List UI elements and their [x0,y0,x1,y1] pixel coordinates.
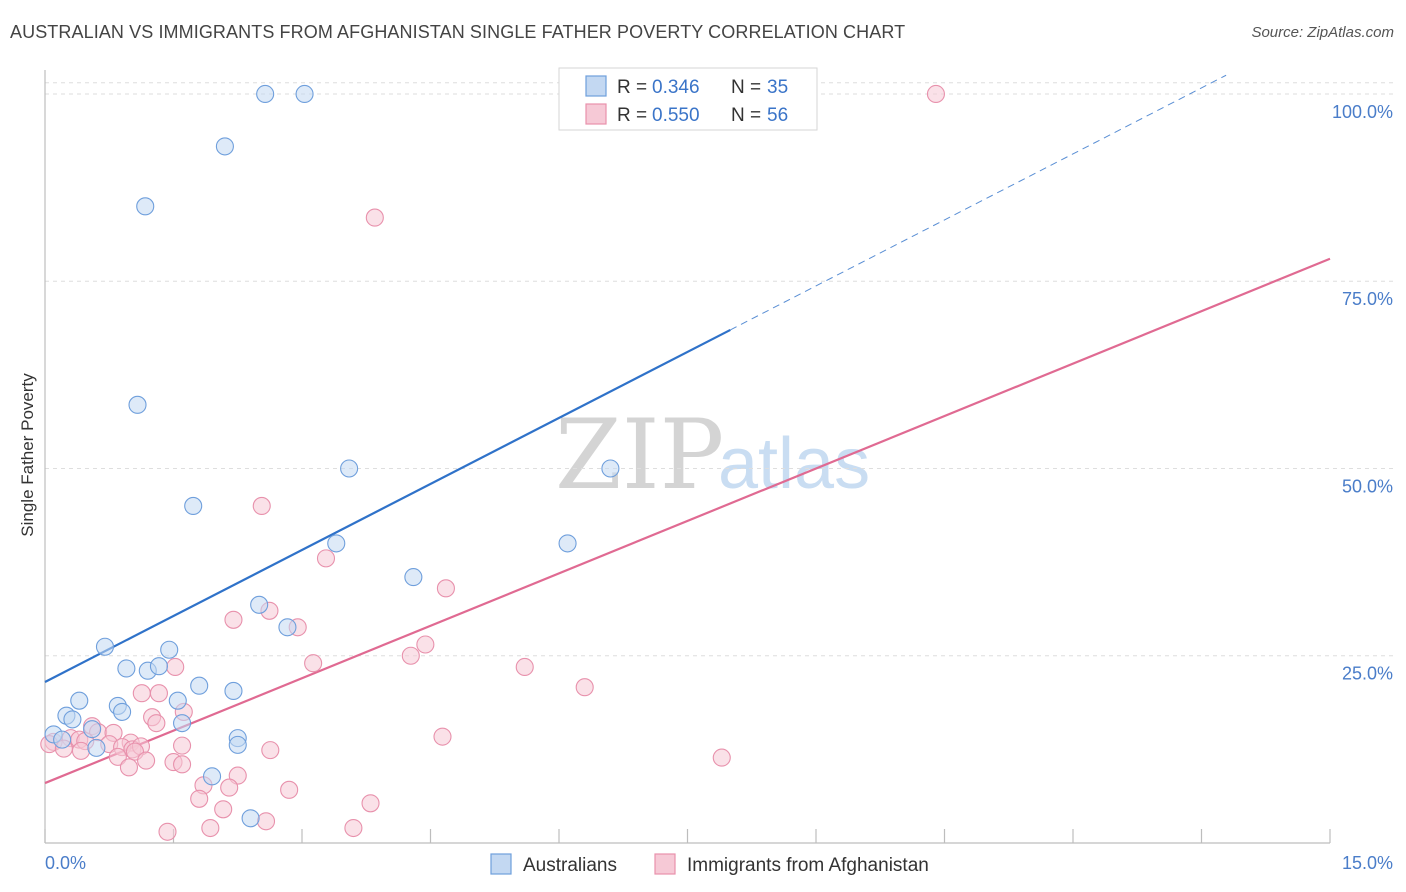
data-point-australians [203,767,222,786]
data-point-australians [136,197,155,216]
chart-title: AUSTRALIAN VS IMMIGRANTS FROM AFGHANISTA… [10,22,906,42]
data-point-afghanistan [344,818,363,838]
bottom-legend: Australians Immigrants from Afghanistan [490,853,929,876]
data-point-afghanistan [712,748,731,767]
legend-n-value: 35 [767,77,788,98]
data-point-afghanistan [252,496,271,515]
data-point-australians [404,568,423,587]
watermark-zip: ZIP [555,399,724,511]
data-point-afghanistan [214,800,233,819]
data-point-afghanistan [173,736,192,755]
data-point-australians [128,395,147,414]
data-point-australians [327,534,346,553]
data-point-australians [117,659,136,678]
data-point-australians [173,714,192,733]
legend-r-value: 0.550 [652,105,700,126]
bottom-legend-label-australians: Australians [523,855,617,876]
data-point-afghanistan [365,208,384,227]
data-point-afghanistan [304,654,323,673]
data-point-afghanistan [220,778,239,797]
data-point-afghanistan [190,789,209,808]
data-point-australians [63,710,82,729]
data-point-afghanistan [108,747,127,766]
data-point-australians [95,637,115,656]
data-point-afghanistan [280,780,299,799]
legend-r-label: R = [617,77,647,98]
data-point-australians [241,809,260,828]
data-point-afghanistan [436,579,455,598]
data-point-australians [215,137,234,156]
legend-n-label: N = [731,105,761,126]
data-point-australians [190,676,209,695]
watermark-atlas: atlas [718,424,870,504]
data-point-australians [601,459,620,478]
data-point-afghanistan [173,755,192,774]
x-tick-label-min: 0.0% [45,853,86,873]
data-point-afghanistan [224,610,243,629]
chart-source: Source: ZipAtlas.com [1251,24,1394,41]
data-point-afghanistan [132,684,151,703]
x-ticks [44,829,1331,843]
data-point-australians [87,738,106,757]
data-point-afghanistan [149,684,168,703]
data-point-afghanistan [201,818,220,838]
data-point-afghanistan [316,549,336,568]
data-points [40,84,945,841]
legend-box: R = 0.346 N = 35 R = 0.550 N = 56 [558,67,818,131]
data-point-australians [224,681,243,700]
data-point-australians [149,657,168,676]
watermark: ZIP atlas [555,399,870,511]
x-tick-label-max: 15.0% [1342,853,1393,873]
gridlines [45,82,1393,657]
legend-r-value: 0.346 [652,77,700,98]
legend-n-label: N = [731,77,761,98]
bottom-legend-swatch-afghanistan [654,853,676,875]
bottom-legend-swatch-australians [490,853,512,875]
trend-line-afghanistan [44,257,1331,785]
y-tick-label: 50.0% [1342,476,1393,496]
trend-line-extension-australians [730,74,1227,331]
data-point-afghanistan [401,646,420,665]
data-point-afghanistan [261,741,280,760]
data-point-afghanistan [137,751,156,770]
data-point-afghanistan [361,794,380,813]
data-point-afghanistan [166,657,185,677]
data-point-australians [558,534,577,553]
trend-line-australians [44,328,731,683]
data-point-australians [184,496,203,515]
legend-swatch-afghanistan [585,103,607,125]
data-point-australians [113,702,132,721]
data-point-australians [168,691,187,710]
data-point-australians [160,640,179,659]
data-point-afghanistan [158,822,177,841]
data-point-afghanistan [575,678,594,697]
legend-n-value: 56 [767,105,788,126]
data-point-australians [70,691,89,710]
trendlines [44,74,1331,785]
data-point-australians [295,84,314,104]
data-point-afghanistan [926,84,945,104]
data-point-australians [250,595,269,614]
data-point-afghanistan [256,812,276,831]
data-point-australians [340,459,359,478]
data-point-australians [278,618,297,637]
data-point-australians [53,730,72,749]
data-point-australians [228,735,247,754]
y-tick-label: 100.0% [1332,102,1393,122]
data-point-afghanistan [147,714,166,733]
y-tick-label: 75.0% [1342,289,1393,309]
legend-swatch-australians [585,75,607,97]
data-point-afghanistan [515,657,534,677]
legend-r-label: R = [617,105,647,126]
data-point-afghanistan [119,758,139,777]
bottom-legend-label-afghanistan: Immigrants from Afghanistan [687,855,929,876]
data-point-afghanistan [71,741,91,760]
data-point-afghanistan [416,635,435,654]
data-point-afghanistan [433,727,452,746]
data-point-australians [256,84,275,104]
y-tick-label: 25.0% [1342,664,1393,684]
y-tick-labels: 25.0% 50.0% 75.0% 100.0% [1332,102,1393,684]
data-point-australians [83,720,102,739]
